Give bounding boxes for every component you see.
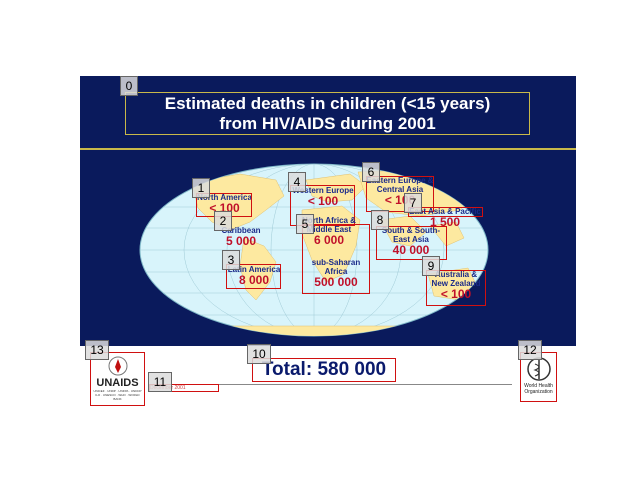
unaids-partners: UNICEF · UNDP · UNFPA · UNDCP ILO · UNES…: [93, 389, 142, 401]
caribbean-value: 5 000: [225, 234, 257, 248]
sub-saharan-name: sub-Saharan Africa: [311, 258, 361, 276]
east-asia-name: East Asia & Pacific: [409, 207, 481, 216]
region-latin-america: Latin America 8 000: [227, 265, 281, 287]
footer-divider: [178, 384, 512, 385]
who-wordmark: World Health Organization: [524, 383, 553, 395]
total-deaths: Total: 580 000: [252, 358, 396, 382]
marker-0: 0: [120, 76, 138, 96]
region-australia: Australia & New Zealand < 100: [426, 270, 486, 301]
marker-10: 10: [247, 344, 271, 364]
region-east-asia: East Asia & Pacific 1 500: [408, 207, 482, 229]
unaids-emblem-icon: [108, 356, 127, 376]
marker-11: 11: [148, 372, 172, 392]
latin-america-box: [226, 264, 281, 289]
marker-8: 8: [371, 210, 389, 230]
north-america-name: North America: [197, 193, 252, 202]
slide-title: Estimated deaths in children (<15 years)…: [125, 92, 530, 135]
north-africa-value: 6 000: [313, 233, 345, 247]
unaids-wordmark: UNAIDS: [96, 377, 139, 389]
marker-6: 6: [362, 162, 380, 182]
marker-13: 13: [85, 340, 109, 360]
region-north-africa: North Africa & Middle East 6 000: [298, 216, 360, 247]
caribbean-name: Caribbean: [221, 226, 261, 235]
marker-3: 3: [222, 250, 240, 270]
unaids-logo: UNAIDS UNICEF · UNDP · UNFPA · UNDCP ILO…: [90, 352, 145, 406]
western-europe-value: < 100: [307, 194, 339, 208]
australia-value: < 100: [440, 287, 472, 301]
latin-america-name: Latin America: [227, 265, 281, 274]
title-divider: [80, 148, 576, 150]
eastern-europe-box: [366, 176, 434, 212]
eastern-europe-name: Eastern Europe & Central Asia: [366, 176, 434, 194]
latin-america-value: 8 000: [238, 273, 270, 287]
western-europe-name: Western Europe: [292, 186, 354, 195]
marker-2: 2: [214, 211, 232, 231]
marker-9: 9: [422, 256, 440, 276]
western-europe-box: [290, 185, 355, 226]
marker-5: 5: [296, 214, 314, 234]
australia-box: [426, 270, 486, 306]
south-asia-name: South & South-East Asia: [381, 226, 441, 244]
marker-12: 12: [518, 340, 542, 360]
region-sub-saharan: sub-Saharan Africa 500 000: [303, 258, 369, 289]
marker-7: 7: [404, 193, 422, 213]
south-asia-box: [376, 226, 447, 260]
region-caribbean: Caribbean 5 000: [218, 226, 264, 248]
region-western-europe: Western Europe < 100: [291, 186, 355, 208]
south-asia-value: 40 000: [392, 243, 430, 257]
region-south-asia: South & South-East Asia 40 000: [376, 226, 446, 257]
australia-name: Australia & New Zealand: [431, 270, 481, 288]
north-africa-name: North Africa & Middle East: [302, 216, 356, 234]
east-asia-value: 1 500: [429, 215, 461, 229]
title-line-1: Estimated deaths in children (<15 years): [164, 94, 491, 113]
marker-1: 1: [192, 178, 210, 198]
marker-4: 4: [288, 172, 306, 192]
africa-box: [302, 224, 370, 294]
who-logo: World Health Organization: [520, 352, 557, 402]
sub-saharan-value: 500 000: [314, 275, 358, 289]
title-line-2: from HIV/AIDS during 2001: [219, 114, 436, 133]
